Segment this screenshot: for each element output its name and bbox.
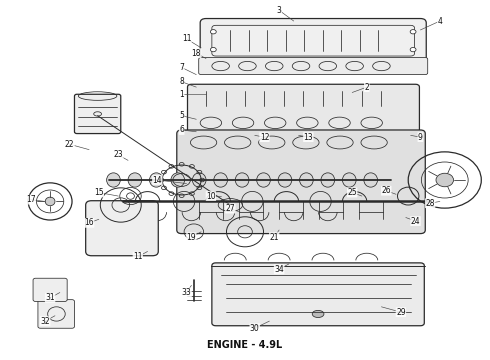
FancyBboxPatch shape [188, 84, 419, 136]
Text: 2: 2 [365, 83, 369, 92]
Circle shape [210, 30, 216, 34]
Ellipse shape [107, 173, 120, 187]
FancyBboxPatch shape [188, 134, 419, 151]
Ellipse shape [278, 173, 292, 187]
Text: 11: 11 [133, 252, 143, 261]
Text: ENGINE - 4.9L: ENGINE - 4.9L [207, 340, 283, 350]
Ellipse shape [45, 197, 55, 206]
Text: 7: 7 [179, 63, 184, 72]
Text: 13: 13 [303, 132, 313, 141]
FancyBboxPatch shape [212, 263, 424, 326]
Ellipse shape [343, 173, 356, 187]
FancyBboxPatch shape [86, 201, 158, 256]
Ellipse shape [436, 173, 454, 187]
Text: 32: 32 [41, 316, 50, 325]
Ellipse shape [171, 173, 185, 187]
Text: 15: 15 [94, 188, 104, 197]
Ellipse shape [235, 173, 249, 187]
FancyBboxPatch shape [199, 58, 428, 75]
Text: 33: 33 [182, 288, 192, 297]
FancyBboxPatch shape [33, 278, 67, 301]
Text: 27: 27 [225, 204, 235, 213]
Text: 18: 18 [192, 49, 201, 58]
Text: 16: 16 [84, 219, 94, 228]
Circle shape [210, 48, 216, 52]
Ellipse shape [128, 173, 142, 187]
Text: 29: 29 [396, 308, 406, 317]
Text: 31: 31 [45, 293, 55, 302]
FancyBboxPatch shape [200, 18, 426, 63]
Text: 5: 5 [179, 111, 184, 120]
Text: 6: 6 [179, 126, 184, 135]
FancyBboxPatch shape [74, 94, 121, 134]
Text: 1: 1 [179, 90, 184, 99]
Ellipse shape [299, 173, 313, 187]
Text: 14: 14 [152, 176, 162, 185]
Text: 11: 11 [182, 35, 191, 44]
Text: 4: 4 [438, 17, 442, 26]
Ellipse shape [312, 310, 324, 318]
Text: 25: 25 [347, 188, 357, 197]
Circle shape [410, 30, 416, 34]
Text: 24: 24 [411, 217, 420, 226]
Text: 3: 3 [277, 6, 282, 15]
Text: 23: 23 [114, 150, 123, 159]
Text: 10: 10 [206, 192, 216, 201]
FancyBboxPatch shape [38, 300, 74, 328]
Text: 26: 26 [382, 186, 391, 195]
Ellipse shape [364, 173, 377, 187]
Text: 19: 19 [187, 233, 196, 242]
Text: 17: 17 [26, 195, 35, 204]
Ellipse shape [193, 173, 206, 187]
Ellipse shape [321, 173, 335, 187]
Text: 28: 28 [425, 199, 435, 208]
FancyBboxPatch shape [177, 130, 425, 234]
Text: 30: 30 [250, 324, 260, 333]
Text: 12: 12 [260, 132, 269, 141]
Ellipse shape [149, 173, 163, 187]
Ellipse shape [257, 173, 270, 187]
Text: 22: 22 [65, 140, 74, 149]
Text: 21: 21 [270, 233, 279, 242]
Text: 8: 8 [179, 77, 184, 86]
Text: 9: 9 [418, 132, 423, 141]
Ellipse shape [214, 173, 227, 187]
Circle shape [410, 48, 416, 52]
Text: 34: 34 [274, 265, 284, 274]
